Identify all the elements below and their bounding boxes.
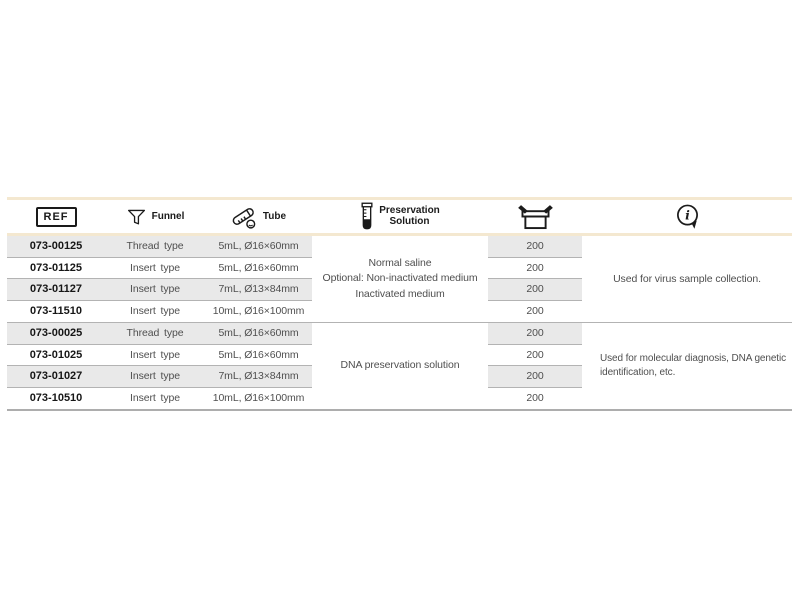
qty-cell: 200 <box>488 323 582 345</box>
funnel-cell: Insert type <box>105 258 205 279</box>
header-solution: Preservation Solution <box>312 200 488 233</box>
ref-cell: 073-01127 <box>7 279 105 301</box>
qty-cell: 200 <box>488 366 582 388</box>
open-carton-box-icon <box>517 203 554 230</box>
qty-cell: 200 <box>526 305 544 318</box>
ref-cell: 073-00025 <box>7 323 105 345</box>
solution-cell: DNA preservation solution <box>340 359 460 372</box>
ref-cell: 073-01025 <box>7 345 105 366</box>
tube-cell: 10mL, Ø16×100mm <box>212 305 305 318</box>
header-qty <box>488 200 582 233</box>
table-header: REF Funnel <box>7 200 792 233</box>
header-info: i <box>582 200 792 233</box>
header-tube: Tube <box>205 200 312 233</box>
tube-cell: 7mL, Ø13×84mm <box>205 366 312 388</box>
info-speech-bubble-icon: i <box>675 203 700 230</box>
header-bottom-accent-line <box>7 233 792 236</box>
top-accent-line <box>7 197 792 200</box>
tube-cell: 7mL, Ø13×84mm <box>205 279 312 301</box>
tube-cell: 5mL, Ø16×60mm <box>205 345 312 366</box>
test-tube-icon <box>231 204 258 230</box>
funnel-cell: Thread type <box>105 236 205 258</box>
ref-cell: 073-01125 <box>7 258 105 279</box>
info-cell: Used for molecular diagnosis, DNA geneti… <box>600 352 786 379</box>
funnel-icon <box>126 206 147 228</box>
svg-text:i: i <box>685 208 690 223</box>
ref-cell: 073-11510 <box>30 305 82 318</box>
qty-cell: 200 <box>488 236 582 258</box>
ref-cell: 073-10510 <box>29 392 83 405</box>
solution-cell: Normal saline Optional: Non-inactivated … <box>322 256 478 300</box>
table-group-virus: 073-00125 Thread type 5mL, Ø16×60mm 200 … <box>7 236 792 323</box>
funnel-cell: Thread type <box>105 323 205 345</box>
funnel-cell: Insert type <box>105 279 205 301</box>
qty-cell: 200 <box>488 345 582 366</box>
funnel-cell: Insert type <box>105 366 205 388</box>
qty-cell: 200 <box>526 392 544 405</box>
header-ref: REF <box>7 200 105 233</box>
info-cell: Used for virus sample collection. <box>613 273 761 285</box>
funnel-cell: Insert type <box>105 345 205 366</box>
ref-box-label: REF <box>35 206 77 227</box>
header-solution-label: Preservation Solution <box>379 205 440 227</box>
header-funnel-label: Funnel <box>151 211 185 222</box>
ref-cell: 073-00125 <box>7 236 105 258</box>
header-tube-label: Tube <box>262 211 287 222</box>
funnel-cell: Insert type <box>130 305 180 318</box>
tube-cell: 5mL, Ø16×60mm <box>205 236 312 258</box>
filled-vial-icon <box>360 202 374 231</box>
header-funnel: Funnel <box>105 200 205 233</box>
table-group-dna: 073-00025 Thread type 5mL, Ø16×60mm 200 … <box>7 323 792 411</box>
tube-cell: 5mL, Ø16×60mm <box>205 258 312 279</box>
ref-cell: 073-01027 <box>7 366 105 388</box>
funnel-cell: Insert type <box>130 392 180 405</box>
tube-cell: 5mL, Ø16×60mm <box>205 323 312 345</box>
product-spec-table: REF Funnel <box>7 197 792 411</box>
qty-cell: 200 <box>488 258 582 279</box>
tube-cell: 10mL, Ø16×100mm <box>212 392 305 405</box>
qty-cell: 200 <box>488 279 582 301</box>
